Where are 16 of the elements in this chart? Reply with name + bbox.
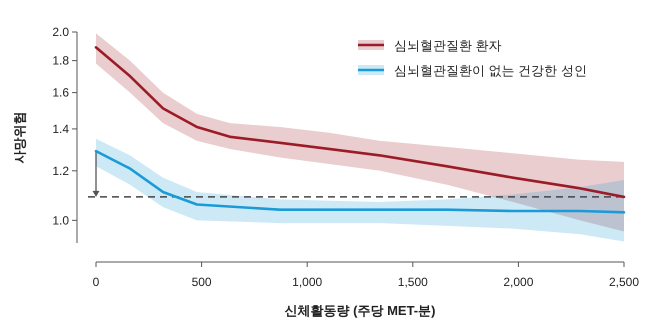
x-tick-label: 0 (92, 275, 100, 289)
y-tick-label: 1.0 (52, 213, 70, 228)
x-axis-title: 신체활동량 (주당 MET-분) (284, 303, 436, 318)
legend-label: 심뇌혈관질환 환자 (394, 38, 502, 53)
x-tick-label: 1,000 (292, 275, 323, 289)
y-axis-title: 사망위험 (12, 112, 27, 164)
y-tick-label: 1.8 (52, 54, 70, 68)
x-tick-label: 2,500 (608, 275, 640, 289)
legend-label: 심뇌혈관질환이 없는 건강한 성인 (394, 63, 587, 78)
x-tick-label: 2,000 (503, 275, 534, 289)
y-tick-label: 1.6 (52, 86, 70, 100)
y-tick-label: 1.2 (52, 164, 70, 178)
x-tick-label: 500 (192, 275, 212, 289)
y-tick-label: 1.4 (52, 122, 70, 136)
x-tick-label: 1,500 (398, 275, 428, 289)
y-tick-label: 2.0 (52, 25, 70, 39)
